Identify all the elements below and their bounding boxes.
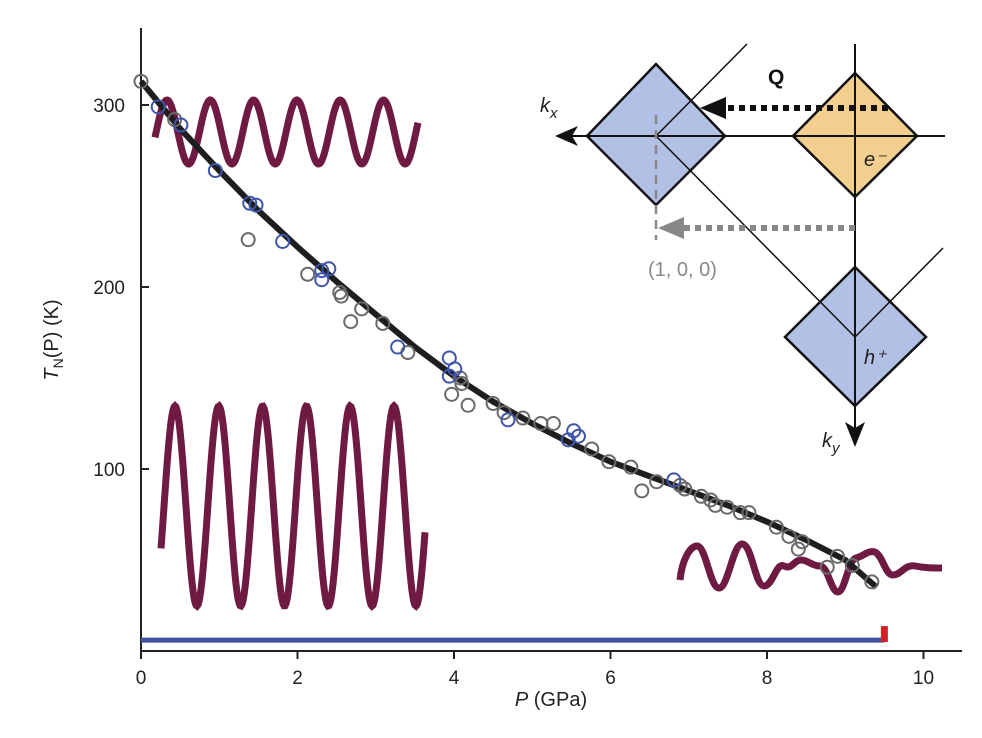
gray-data-point [794, 534, 810, 550]
zone-boundary-3 [854, 247, 944, 338]
x-tick-label: 0 [136, 668, 147, 689]
blue-data-point [314, 272, 330, 288]
ky-arrow-icon [845, 422, 865, 447]
data-points [133, 73, 880, 590]
x-tick-label: 4 [449, 668, 460, 689]
q-arrowhead-icon [700, 97, 726, 119]
q-label: Q [768, 66, 784, 89]
gray-data-point [768, 519, 784, 535]
gray-data-point [829, 548, 845, 564]
gray-data-point [354, 301, 370, 317]
gray-data-point [790, 541, 806, 557]
gray-data-point [545, 416, 561, 431]
y-axis-label: TN(P) (K) [41, 299, 66, 380]
zone-boundary-1 [655, 43, 748, 137]
gray-data-point [485, 395, 501, 411]
gray-data-point [454, 375, 470, 391]
spin-waves [151, 96, 943, 611]
blue-data-point [150, 99, 166, 115]
gray-data-point [677, 481, 693, 497]
gray-data-point [584, 441, 600, 457]
blue-data-point [666, 472, 682, 488]
gray-data-point [133, 73, 149, 89]
fermi-surface-inset: kx ky Q e⁻ h⁺ (1, 0, 0) [540, 43, 945, 457]
ticks: 0 2 4 6 8 10 100 200 300 [93, 96, 934, 689]
blue-data-point [207, 163, 223, 179]
x-tick-label: 6 [605, 668, 616, 689]
blue-data-point [314, 263, 330, 279]
blue-data-point [248, 197, 264, 213]
gray-data-point [300, 266, 316, 282]
vector-label: (1, 0, 0) [648, 259, 717, 281]
gray-data-point [623, 459, 639, 475]
y-tick-label: 300 [93, 96, 125, 117]
blue-data-point [500, 412, 516, 428]
gray-data-point [649, 474, 665, 490]
kx-label: kx [540, 95, 558, 122]
100-arrowhead-icon [658, 217, 684, 239]
zone-boundary-2 [655, 135, 856, 338]
hole-label: h⁺ [864, 347, 887, 369]
x-tick-label: 8 [762, 668, 773, 689]
blue-data-point [321, 261, 337, 277]
x-tick-label: 2 [292, 668, 303, 689]
kx-arrow-icon [555, 126, 578, 146]
gray-data-point [240, 232, 256, 248]
gray-data-point [460, 397, 476, 413]
blue-data-point [390, 339, 406, 355]
gray-data-point [496, 405, 512, 421]
gray-data-point [515, 410, 531, 426]
y-tick-label: 100 [93, 460, 125, 481]
gray-data-point [719, 499, 735, 515]
gray-data-point [732, 505, 748, 521]
x-axis-label: P (GPa) [515, 689, 587, 711]
ky-label: ky [822, 430, 841, 457]
gray-data-point [333, 288, 349, 304]
wave-lower-left [157, 401, 429, 611]
gray-data-point [781, 528, 797, 544]
wave-lower-right-damped [676, 540, 943, 596]
electron-label: e⁻ [864, 149, 887, 171]
gray-data-point [693, 488, 709, 504]
blue-data-point [441, 368, 457, 384]
blue-data-point [275, 234, 291, 249]
y-tick-label: 200 [93, 278, 125, 299]
gray-data-point [864, 574, 880, 590]
gray-data-point [343, 314, 359, 330]
x-tick-label: 10 [913, 668, 934, 689]
gray-data-point [844, 557, 860, 573]
gray-data-point [819, 559, 835, 575]
gray-data-point [634, 483, 650, 499]
gray-data-point [375, 315, 391, 331]
fit-curve [138, 79, 879, 590]
gray-data-point [741, 505, 757, 521]
blue-data-point [570, 428, 586, 444]
gray-data-point [601, 454, 617, 470]
blue-data-point [242, 195, 258, 211]
blue-data-point [173, 117, 189, 133]
gray-data-point [444, 386, 460, 402]
wave-top-left [151, 96, 422, 168]
